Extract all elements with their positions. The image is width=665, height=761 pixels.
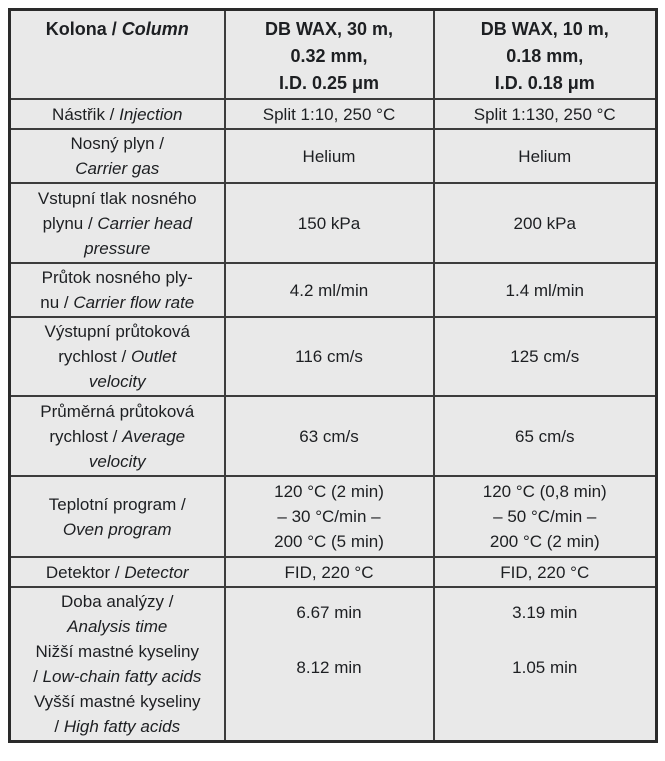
row-carrier-gas: Nosný plyn / Carrier gas Helium Helium (8, 128, 658, 184)
injection-label: Nástřik / Injection (8, 98, 226, 130)
header-col3-line3: I.D. 0.18 μm (494, 73, 595, 93)
header-cell-db-wax-10m: DB WAX, 10 m, 0.18 mm, I.D. 0.18 μm (432, 8, 658, 100)
header-col2-line3: I.D. 0.25 μm (278, 73, 380, 93)
detector-value-col1: FID, 220 °C (223, 556, 435, 588)
analysis-time-value-col1: 6.67 min 8.12 min (223, 586, 435, 743)
detector-label: Detektor / Detector (8, 556, 226, 588)
header-column-en: Column (121, 19, 189, 39)
header-column-cs: Kolona / (45, 19, 122, 39)
header-col2-line1: DB WAX, 30 m, (264, 19, 394, 39)
header-col3-line1: DB WAX, 10 m, (480, 19, 609, 39)
row-carrier-head-pressure: Vstupní tlak nosného plynu / Carrier hea… (8, 182, 658, 264)
outlet-velocity-value-col1: 116 cm/s (223, 316, 435, 397)
analysis-time-col1-value2: 8.12 min (296, 658, 362, 677)
analysis-time-col2-value1: 3.19 min (512, 603, 578, 622)
row-carrier-flow-rate: Průtok nosného ply- nu / Carrier flow ra… (8, 262, 658, 318)
injection-label-cs: Nástřik / (52, 104, 120, 124)
carrier-flow-rate-value-col2: 1.4 ml/min (432, 262, 658, 318)
analysis-time-label: Doba analýzy / Analysis time Nižší mastn… (8, 586, 226, 743)
row-analysis-time: Doba analýzy / Analysis time Nižší mastn… (8, 586, 658, 743)
carrier-gas-label: Nosný plyn / Carrier gas (8, 128, 226, 184)
outlet-velocity-label: Výstupní průtoková rychlost / Outlet vel… (8, 316, 226, 397)
row-average-velocity: Průměrná průtoková rychlost / Average ve… (8, 395, 658, 477)
injection-value-col2: Split 1:130, 250 °C (432, 98, 658, 130)
header-cell-column: Kolona / Column (8, 8, 226, 100)
oven-program-label: Teplotní program / Oven program (8, 475, 226, 558)
gc-column-specs-table: Kolona / Column DB WAX, 30 m, 0.32 mm, I… (8, 8, 658, 743)
injection-value-col1: Split 1:10, 250 °C (223, 98, 435, 130)
carrier-head-pressure-value-col2: 200 kPa (432, 182, 658, 264)
average-velocity-label: Průměrná průtoková rychlost / Average ve… (8, 395, 226, 477)
row-injection: Nástřik / Injection Split 1:10, 250 °C S… (8, 98, 658, 130)
header-col3-line2: 0.18 mm, (506, 46, 584, 66)
oven-program-value-col1: 120 °C (2 min) – 30 °C/min – 200 °C (5 m… (223, 475, 435, 558)
carrier-gas-value-col1: Helium (223, 128, 435, 184)
carrier-gas-label-line2: Carrier gas (75, 159, 160, 178)
row-oven-program: Teplotní program / Oven program 120 °C (… (8, 475, 658, 558)
header-col2-line2: 0.32 mm, (290, 46, 368, 66)
analysis-time-value-col2: 3.19 min 1.05 min (432, 586, 658, 743)
header-cell-db-wax-30m: DB WAX, 30 m, 0.32 mm, I.D. 0.25 μm (223, 8, 435, 100)
carrier-head-pressure-label: Vstupní tlak nosného plynu / Carrier hea… (8, 182, 226, 264)
average-velocity-value-col1: 63 cm/s (223, 395, 435, 477)
row-detector: Detektor / Detector FID, 220 °C FID, 220… (8, 556, 658, 588)
outlet-velocity-value-col2: 125 cm/s (432, 316, 658, 397)
analysis-time-col1-value1: 6.67 min (296, 603, 362, 622)
carrier-head-pressure-value-col1: 150 kPa (223, 182, 435, 264)
carrier-flow-rate-label: Průtok nosného ply- nu / Carrier flow ra… (8, 262, 226, 318)
header-row: Kolona / Column DB WAX, 30 m, 0.32 mm, I… (8, 8, 658, 100)
row-outlet-velocity: Výstupní průtoková rychlost / Outlet vel… (8, 316, 658, 397)
analysis-time-col2-value2: 1.05 min (512, 658, 578, 677)
injection-label-en: Injection (119, 104, 183, 124)
detector-value-col2: FID, 220 °C (432, 556, 658, 588)
carrier-flow-rate-value-col1: 4.2 ml/min (223, 262, 435, 318)
average-velocity-value-col2: 65 cm/s (432, 395, 658, 477)
carrier-gas-value-col2: Helium (432, 128, 658, 184)
carrier-gas-label-line1: Nosný plyn / (70, 134, 165, 153)
oven-program-value-col2: 120 °C (0,8 min) – 50 °C/min – 200 °C (2… (432, 475, 658, 558)
